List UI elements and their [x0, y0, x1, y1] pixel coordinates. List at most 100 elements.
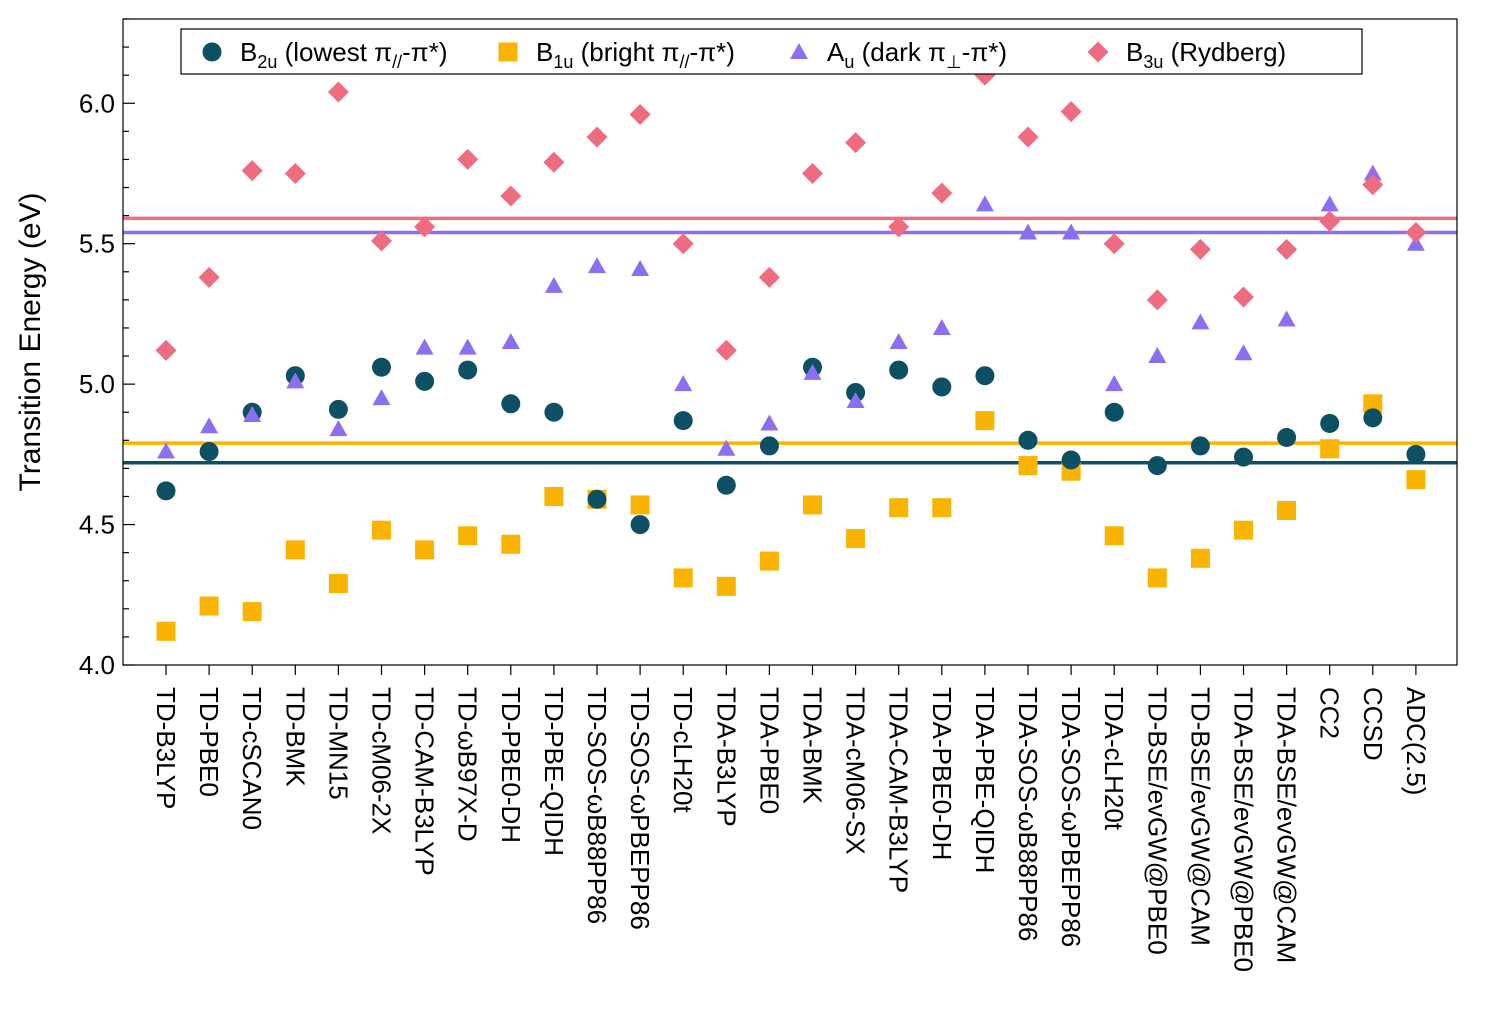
legend: B2u (lowest π//-π*) B1u (bright π//-π*) Au… [180, 28, 1363, 75]
data-point-triangle [243, 406, 262, 423]
data-point-circle [501, 394, 521, 414]
data-point-triangle [1363, 164, 1382, 181]
data-point-circle [975, 366, 995, 386]
data-point-square [328, 574, 348, 594]
data-point-diamond [758, 266, 780, 288]
data-point-circle [932, 377, 952, 397]
data-point-diamond [155, 339, 177, 361]
data-point-square [1234, 520, 1253, 540]
data-point-triangle [501, 333, 520, 349]
x-tick-label: TDA-B3LYP [711, 687, 741, 827]
data-point-circle [1104, 402, 1124, 422]
data-point-square [1320, 439, 1340, 459]
data-point-circle [1147, 456, 1167, 476]
data-point-square [1277, 501, 1297, 521]
x-tick-label: CCSD [1358, 687, 1388, 761]
data-point-diamond [198, 266, 220, 288]
data-point-diamond [888, 216, 910, 238]
data-point-diamond [931, 182, 953, 204]
x-tick-label: TDA-CAM-B3LYP [884, 687, 914, 893]
x-tick-label: TD-BSE/evGW@CAM [1185, 687, 1215, 946]
data-point-triangle [544, 276, 563, 293]
y-axis-title: Transition Energy (eV) [14, 192, 47, 491]
data-point-circle [372, 357, 391, 377]
data-point-diamond [284, 162, 306, 184]
data-point-circle [630, 515, 650, 535]
data-point-diamond [715, 339, 737, 361]
data-point-circle [1061, 450, 1081, 470]
x-tick-label: TD-PBE-QIDH [539, 687, 569, 856]
data-point-square [1147, 568, 1167, 588]
x-tick-label: ADC(2.5) [1401, 687, 1431, 795]
data-point-square [1363, 394, 1383, 414]
data-point-circle [328, 399, 348, 419]
legend-entry-label: B1u (bright π//-π*) [536, 37, 735, 72]
data-point-triangle [803, 363, 822, 380]
data-point-square [975, 411, 995, 431]
data-point-triangle [975, 195, 994, 212]
data-point-triangle [415, 338, 434, 355]
data-point-triangle [157, 442, 175, 459]
data-point-circle [415, 371, 435, 391]
data-point-circle [156, 481, 176, 501]
data-point-diamond [1060, 101, 1082, 123]
data-point-circle [1277, 427, 1297, 447]
x-tick-label: TD-SOS-ωPBEPP86 [625, 687, 655, 930]
data-point-diamond [241, 160, 263, 182]
data-point-square [932, 498, 952, 518]
plot-area-frame [122, 18, 1458, 666]
data-point-square [630, 495, 650, 515]
x-tick-label: TD-PBE0-DH [496, 687, 526, 843]
x-tick-label: TD-B3LYP [151, 687, 181, 809]
data-point-square [199, 596, 219, 616]
data-point-diamond [414, 216, 436, 238]
x-tick-label: TD-cLH20t [668, 687, 698, 813]
data-point-triangle [932, 318, 951, 335]
data-point-square [1190, 548, 1210, 568]
legend-marker-square [498, 42, 518, 62]
x-tick-label: TDA-BSE/evGW@PBE0 [1229, 687, 1259, 972]
data-point-diamond [327, 81, 349, 103]
x-tick-label: TD-MN15 [323, 687, 353, 800]
data-point-circle [587, 489, 607, 509]
data-point-circle [1234, 447, 1253, 467]
data-point-square [759, 551, 779, 571]
y-tick-label: 4.0 [79, 650, 115, 680]
x-tick-label: TD-BMK [280, 687, 310, 787]
data-point-triangle [760, 414, 779, 431]
data-point-triangle [1234, 344, 1253, 361]
y-tick-label: 5.5 [79, 229, 115, 259]
data-points [155, 64, 1427, 641]
x-tick-label: CC2 [1315, 687, 1345, 739]
data-point-circle [458, 360, 478, 380]
data-point-diamond [586, 126, 608, 148]
x-tick-label: TD-SOS-ωB88PP86 [582, 687, 612, 924]
data-point-square [372, 520, 391, 540]
y-tick-label: 5.0 [79, 369, 115, 399]
x-tick-label: TD-CAM-B3LYP [410, 687, 440, 876]
x-tick-label: TD-BSE/evGW@PBE0 [1142, 687, 1172, 955]
data-point-circle [544, 402, 564, 422]
x-tick-label: TDA-SOS-ωPBEPP86 [1056, 687, 1086, 947]
data-point-triangle [372, 389, 391, 406]
x-tick-label: TDA-PBE0-DH [927, 687, 957, 860]
data-point-diamond [1362, 174, 1384, 196]
data-point-triangle [1191, 313, 1210, 330]
data-point-triangle [631, 259, 650, 276]
data-point-circle [199, 442, 219, 462]
x-tick-label: TDA-cLH20t [1099, 687, 1129, 831]
data-point-triangle [200, 417, 219, 434]
data-point-square [846, 529, 866, 549]
x-tick-label: TDA-PBE-QIDH [970, 687, 1000, 873]
data-point-triangle [889, 333, 908, 349]
data-point-triangle [1148, 347, 1167, 364]
data-point-square [716, 576, 736, 596]
data-point-square [415, 540, 435, 560]
x-tick-label: TDA-PBE0 [754, 687, 784, 814]
x-tick-label: TD-ωB97X-D [453, 687, 483, 842]
data-point-diamond [1189, 238, 1211, 260]
data-point-diamond [1405, 221, 1427, 243]
x-tick-label: TDA-BSE/evGW@CAM [1272, 687, 1302, 963]
x-tick-label: TDA-cM06-SX [841, 687, 871, 855]
